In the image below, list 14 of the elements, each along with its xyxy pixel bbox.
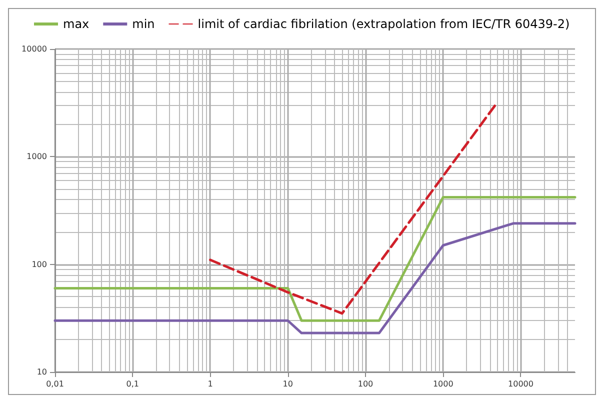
y-tick-label: 10 — [36, 368, 47, 376]
x-tick-label: 10 — [282, 380, 293, 388]
x-tick-label: 1000 — [432, 380, 454, 388]
x-tick-label: 10000 — [508, 380, 534, 388]
legend-label: min — [132, 17, 155, 31]
x-tick-label: 0,01 — [46, 380, 64, 388]
legend-label: max — [63, 17, 90, 31]
x-tick-label: 100 — [358, 380, 374, 388]
y-tick-label: 100 — [32, 260, 47, 269]
legend-label: limit of cardiac fibrilation (extrapolation from IEC/TR 60439-2) — [198, 17, 570, 31]
x-tick-label: 1 — [208, 380, 213, 388]
y-tick-label: 10000 — [22, 44, 47, 54]
x-tick-label: 0,1 — [126, 380, 139, 388]
y-tick-label: 1000 — [26, 152, 47, 162]
